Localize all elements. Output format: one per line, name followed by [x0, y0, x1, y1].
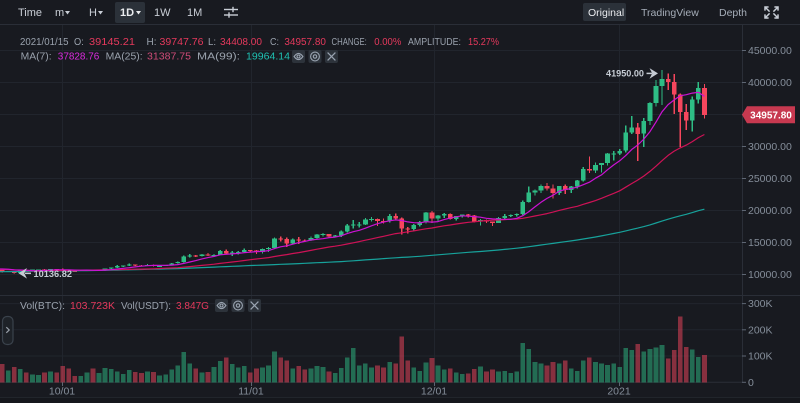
svg-text:2021: 2021: [607, 386, 631, 398]
svg-text:MA(99):: MA(99):: [197, 52, 240, 63]
svg-text:41950.00: 41950.00: [606, 69, 644, 80]
svg-text:39747.76: 39747.76: [160, 37, 204, 48]
svg-text:TradingView: TradingView: [641, 7, 699, 19]
svg-text:10000.00: 10000.00: [748, 269, 792, 281]
svg-text:31387.75: 31387.75: [147, 52, 191, 63]
svg-text:Vol(BTC):: Vol(BTC):: [20, 301, 65, 312]
svg-text:Vol(USDT):: Vol(USDT):: [121, 301, 171, 312]
svg-text:Time: Time: [18, 7, 42, 19]
svg-text:19964.14: 19964.14: [246, 52, 290, 63]
svg-text:25000.00: 25000.00: [748, 173, 792, 185]
svg-text:1M: 1M: [187, 7, 202, 19]
svg-text:10/01: 10/01: [49, 386, 75, 398]
svg-text:45000.00: 45000.00: [748, 45, 792, 57]
svg-text:15000.00: 15000.00: [748, 237, 792, 249]
svg-text:H: H: [89, 7, 97, 19]
svg-text:30000.00: 30000.00: [748, 141, 792, 153]
svg-text:39145.21: 39145.21: [89, 37, 135, 48]
svg-text:AMPLITUDE:: AMPLITUDE:: [408, 37, 461, 48]
svg-text:CHANGE:: CHANGE:: [332, 37, 367, 48]
svg-text:0: 0: [748, 377, 754, 389]
svg-text:100K: 100K: [748, 351, 773, 363]
svg-text:2021/01/15: 2021/01/15: [20, 37, 69, 48]
svg-text:12/01: 12/01: [421, 386, 447, 398]
svg-text:Depth: Depth: [719, 7, 747, 19]
svg-text:MA(25):: MA(25):: [106, 52, 143, 63]
svg-text:L:: L:: [208, 37, 216, 48]
svg-text:1W: 1W: [154, 7, 171, 19]
svg-text:H:: H:: [147, 37, 157, 48]
svg-text:10136.82: 10136.82: [34, 269, 73, 280]
svg-text:Original: Original: [588, 7, 624, 19]
svg-text:C:: C:: [270, 37, 279, 48]
svg-text:34957.80: 34957.80: [750, 111, 792, 122]
svg-text:34408.00: 34408.00: [220, 37, 262, 48]
svg-text:15.27%: 15.27%: [468, 37, 499, 48]
svg-text:34957.80: 34957.80: [284, 37, 326, 48]
svg-text:3.847G: 3.847G: [176, 301, 209, 312]
svg-text:O:: O:: [74, 37, 84, 48]
svg-text:40000.00: 40000.00: [748, 77, 792, 89]
svg-text:MA(7):: MA(7):: [21, 52, 52, 63]
svg-text:0.00%: 0.00%: [374, 37, 401, 48]
svg-text:1D: 1D: [120, 7, 134, 19]
svg-text:20000.00: 20000.00: [748, 205, 792, 217]
svg-text:37828.76: 37828.76: [58, 52, 100, 63]
svg-text:m: m: [55, 7, 64, 19]
svg-text:200K: 200K: [748, 324, 773, 336]
svg-text:11/01: 11/01: [238, 386, 264, 398]
svg-text:103.723K: 103.723K: [70, 301, 115, 312]
svg-text:300K: 300K: [748, 298, 773, 310]
